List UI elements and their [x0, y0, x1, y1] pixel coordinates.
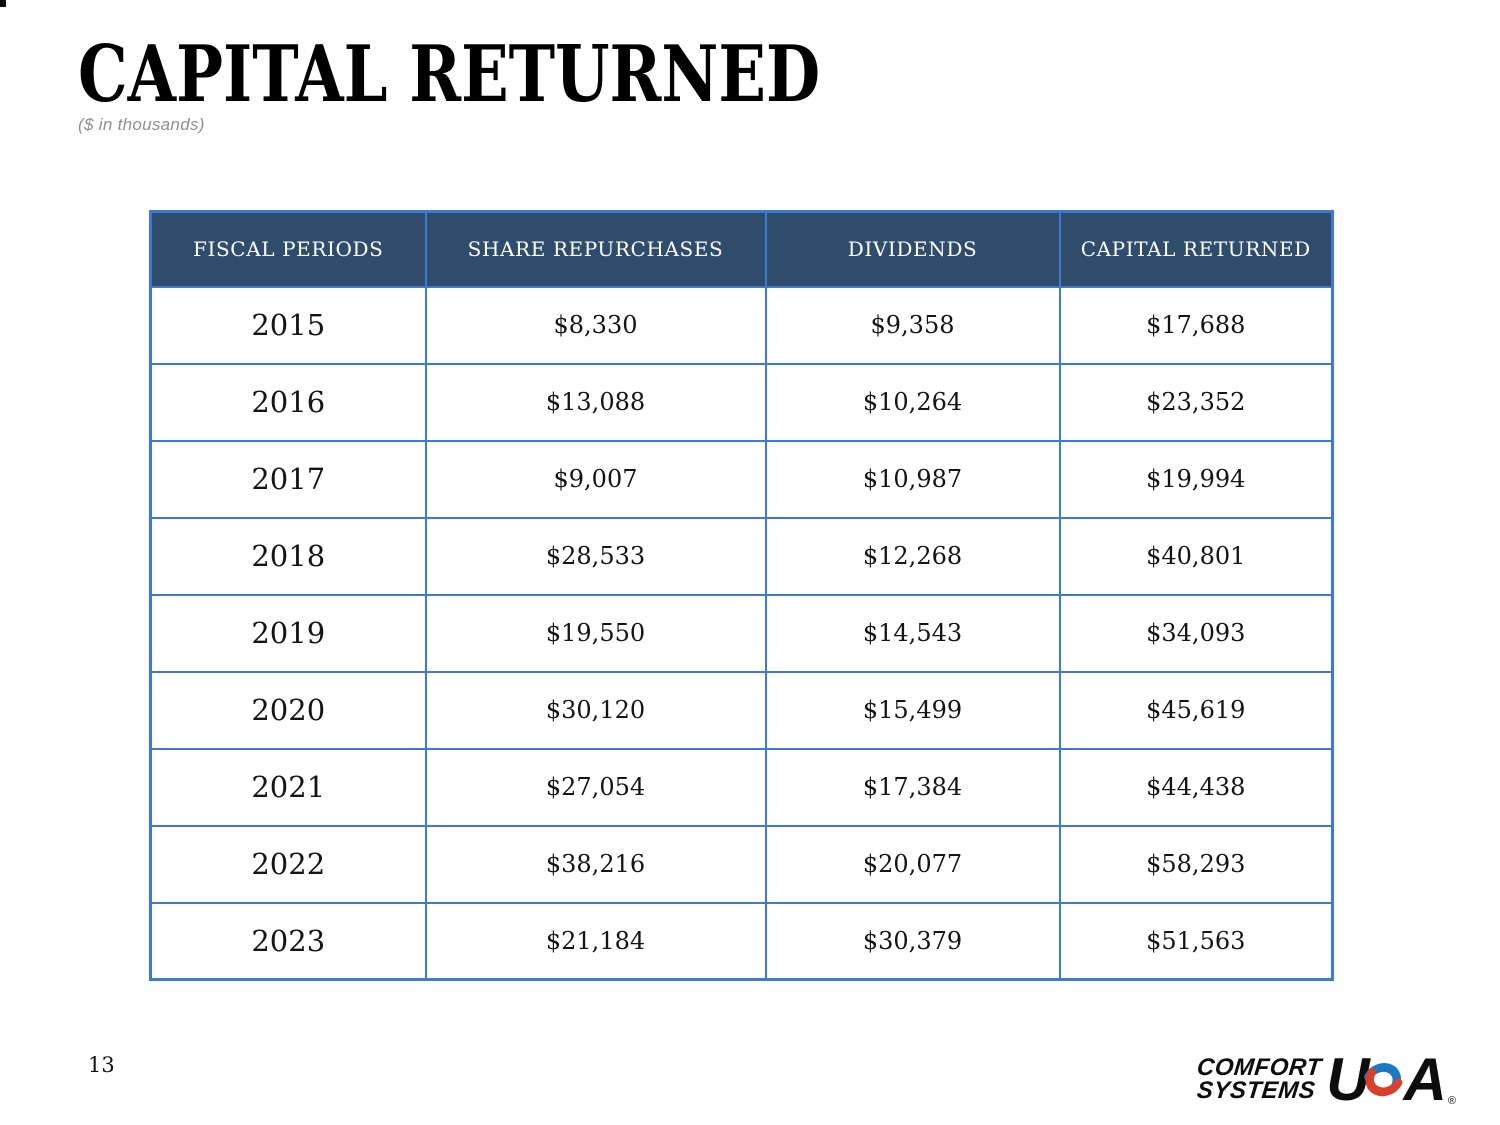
table-row: 2017 $9,007 $10,987 $19,994 — [149, 439, 1334, 519]
table-header-row: FISCAL PERIODS SHARE REPURCHASES DIVIDEN… — [149, 210, 1334, 288]
cell-share-repurchases: $38,216 — [424, 824, 767, 904]
corner-artifact — [0, 0, 6, 7]
cell-fiscal-period: 2015 — [149, 285, 427, 365]
cell-share-repurchases: $28,533 — [424, 516, 767, 596]
cell-dividends: $17,384 — [764, 747, 1061, 827]
cell-share-repurchases: $13,088 — [424, 362, 767, 442]
usa-swirl-icon — [1363, 1063, 1402, 1097]
logo-usa-a: A — [1403, 1046, 1447, 1113]
units-subtitle: ($ in thousands) — [78, 115, 205, 134]
table-row: 2016 $13,088 $10,264 $23,352 — [149, 362, 1334, 442]
cell-fiscal-period: 2017 — [149, 439, 427, 519]
logo-usa: U A ® — [1326, 1050, 1456, 1110]
table-row: 2018 $28,533 $12,268 $40,801 — [149, 516, 1334, 596]
cell-share-repurchases: $8,330 — [424, 285, 767, 365]
cell-capital-returned: $51,563 — [1058, 901, 1334, 981]
cell-fiscal-period: 2020 — [149, 670, 427, 750]
cell-fiscal-period: 2021 — [149, 747, 427, 827]
cell-dividends: $30,379 — [764, 901, 1061, 981]
cell-share-repurchases: $30,120 — [424, 670, 767, 750]
logo-wordmark: COMFORT SYSTEMS — [1195, 1054, 1322, 1104]
capital-returned-table: FISCAL PERIODS SHARE REPURCHASES DIVIDEN… — [149, 210, 1334, 981]
logo-systems-text: SYSTEMS — [1195, 1077, 1317, 1104]
cell-share-repurchases: $19,550 — [424, 593, 767, 673]
cell-capital-returned: $45,619 — [1058, 670, 1334, 750]
table-row: 2021 $27,054 $17,384 $44,438 — [149, 747, 1334, 827]
cell-dividends: $9,358 — [764, 285, 1061, 365]
cell-dividends: $10,264 — [764, 362, 1061, 442]
comfort-systems-usa-logo: COMFORT SYSTEMS U A ® — [1195, 1050, 1456, 1110]
table-row: 2019 $19,550 $14,543 $34,093 — [149, 593, 1334, 673]
cell-capital-returned: $40,801 — [1058, 516, 1334, 596]
table-row: 2020 $30,120 $15,499 $45,619 — [149, 670, 1334, 750]
registered-trademark-icon: ® — [1447, 1095, 1456, 1107]
cell-capital-returned: $58,293 — [1058, 824, 1334, 904]
cell-capital-returned: $34,093 — [1058, 593, 1334, 673]
cell-dividends: $20,077 — [764, 824, 1061, 904]
page-title: CAPITAL RETURNED — [78, 29, 821, 120]
cell-share-repurchases: $21,184 — [424, 901, 767, 981]
cell-fiscal-period: 2023 — [149, 901, 427, 981]
cell-capital-returned: $23,352 — [1058, 362, 1334, 442]
cell-capital-returned: $44,438 — [1058, 747, 1334, 827]
col-header-dividends: DIVIDENDS — [764, 210, 1061, 288]
cell-share-repurchases: $27,054 — [424, 747, 767, 827]
page-number: 13 — [88, 1053, 115, 1077]
cell-dividends: $14,543 — [764, 593, 1061, 673]
cell-fiscal-period: 2019 — [149, 593, 427, 673]
cell-capital-returned: $19,994 — [1058, 439, 1334, 519]
cell-capital-returned: $17,688 — [1058, 285, 1334, 365]
cell-dividends: $10,987 — [764, 439, 1061, 519]
col-header-fiscal-periods: FISCAL PERIODS — [149, 210, 427, 288]
cell-dividends: $15,499 — [764, 670, 1061, 750]
cell-fiscal-period: 2022 — [149, 824, 427, 904]
logo-usa-u: U — [1326, 1046, 1369, 1113]
cell-fiscal-period: 2016 — [149, 362, 427, 442]
cell-dividends: $12,268 — [764, 516, 1061, 596]
cell-share-repurchases: $9,007 — [424, 439, 767, 519]
cell-fiscal-period: 2018 — [149, 516, 427, 596]
col-header-capital-returned: CAPITAL RETURNED — [1058, 210, 1334, 288]
table-row: 2015 $8,330 $9,358 $17,688 — [149, 285, 1334, 365]
table-row: 2022 $38,216 $20,077 $58,293 — [149, 824, 1334, 904]
table-row: 2023 $21,184 $30,379 $51,563 — [149, 901, 1334, 981]
col-header-share-repurchases: SHARE REPURCHASES — [424, 210, 767, 288]
